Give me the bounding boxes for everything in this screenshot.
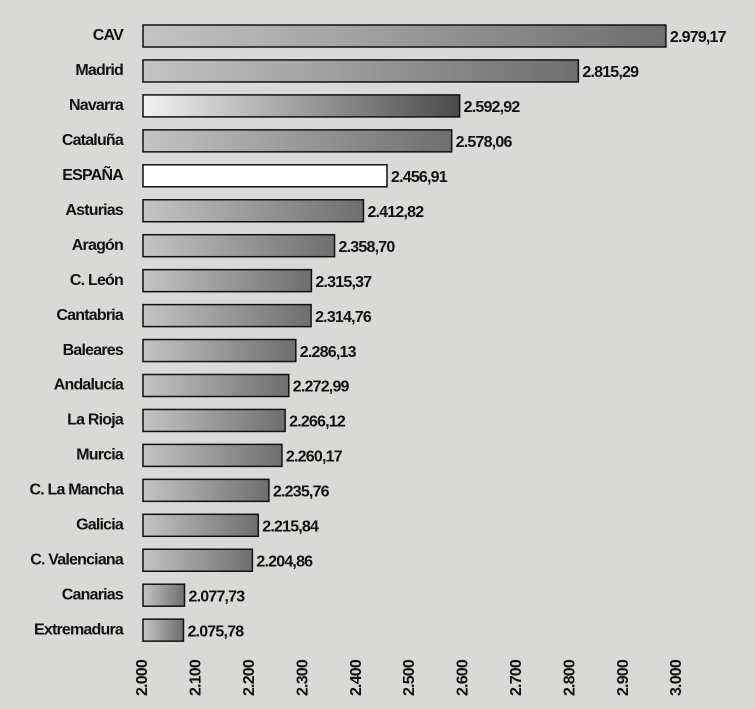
bar [142,94,461,118]
value-label: 2.075,78 [187,623,244,640]
x-tick-label: 2.900 [615,659,632,696]
bar [142,443,283,468]
value-label: 2.578,06 [456,134,513,151]
x-tick-label: 3.000 [668,659,685,696]
y-tick-label: ESPAÑA [62,164,124,184]
x-tick-label: 2.600 [455,659,472,696]
bar [142,303,312,328]
value-label: 2.260,17 [286,449,343,466]
value-label: 2.979,17 [670,29,727,46]
y-tick-label: Asturias [65,202,124,219]
bar [142,268,313,293]
y-tick-label: C. La Mancha [29,482,123,499]
y-tick-label: Andalucía [54,377,124,394]
bar [142,233,336,258]
value-label: 2.315,37 [315,274,372,291]
value-label: 2.456,91 [391,169,448,186]
y-tick-label: Murcia [76,447,124,464]
y-tick-label: La Rioja [67,412,124,429]
bar [142,478,270,503]
y-tick-label: Galicia [76,517,124,534]
y-tick-label: C. Valenciana [30,551,124,568]
x-tick-label: 2.300 [294,659,311,696]
x-tick-label: 2.400 [348,659,365,696]
y-tick-label: C. León [70,272,123,289]
bar [142,583,186,607]
y-tick-label: Cataluña [62,132,124,149]
bar [142,513,260,538]
value-label: 2.592,92 [464,99,521,116]
y-tick-label: Navarra [69,97,124,114]
y-tick-label: Baleares [63,342,124,359]
value-label: 2.815,29 [582,64,639,81]
y-tick-label: CAV [93,27,124,44]
x-tick-label: 2.200 [241,659,258,696]
value-label: 2.204,86 [256,553,313,570]
x-tick-label: 2.700 [508,659,525,696]
value-label: 2.286,13 [300,344,357,361]
bar [142,338,297,363]
x-tick-label: 2.800 [561,659,578,696]
bar [142,618,185,642]
bar [142,164,388,188]
value-label: 2.358,70 [339,239,396,256]
value-label: 2.314,76 [315,309,372,326]
y-tick-label: Aragón [72,237,123,254]
bar [142,59,580,83]
x-tick-label: 2.500 [401,659,418,696]
bar [142,24,667,48]
y-tick-label: Cantabria [56,307,123,324]
y-tick-label: Madrid [75,62,123,79]
y-tick-label: Extremadura [34,621,124,638]
x-tick-label: 2.100 [188,659,205,696]
value-label: 2.077,73 [189,588,246,605]
value-label: 2.412,82 [367,204,424,221]
value-label: 2.235,76 [273,484,330,501]
bar [142,373,290,398]
value-label: 2.272,99 [293,379,350,396]
value-label: 2.266,12 [289,414,346,431]
value-label: 2.215,84 [262,519,319,536]
bar [142,129,453,153]
bar [142,408,286,433]
bar [142,199,365,223]
x-tick-label: 2.000 [134,659,151,696]
bar [142,548,254,572]
y-tick-label: Canarias [62,586,124,603]
